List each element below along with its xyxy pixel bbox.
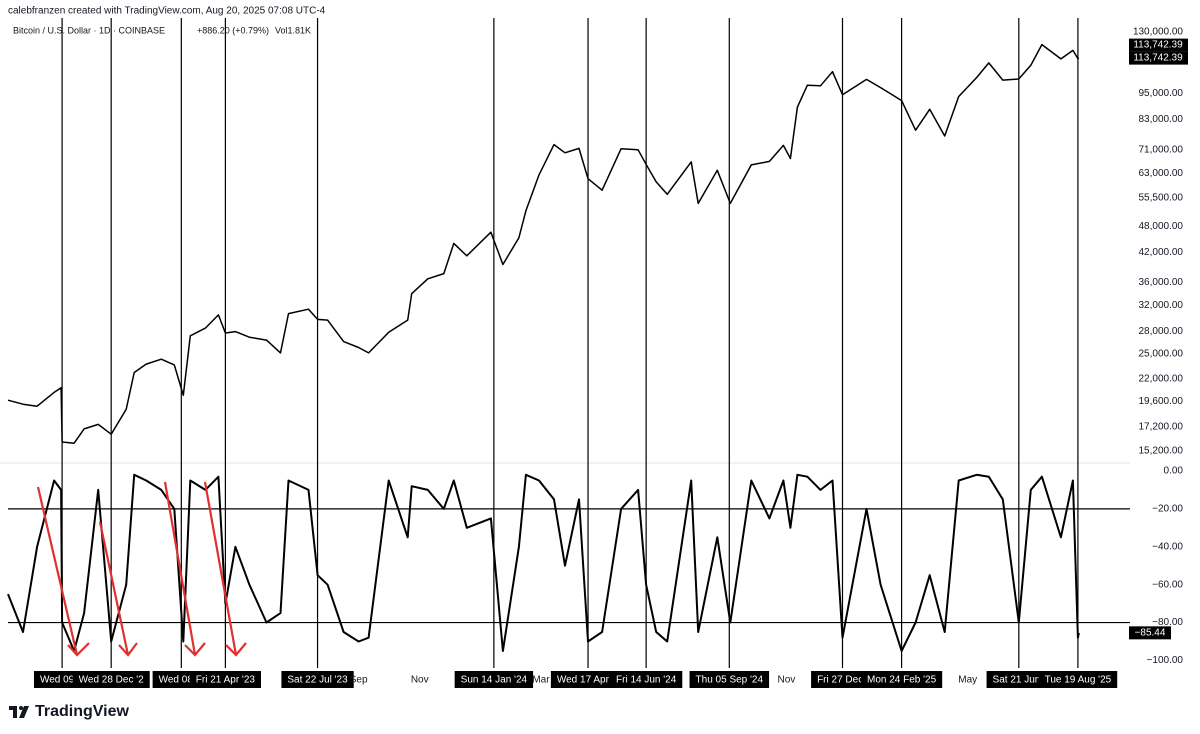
x-tick-label: Wed 17 Apr '2 (557, 675, 620, 686)
x-tick-box (72, 671, 150, 688)
y-tick-label: 42,000.00 (1139, 247, 1184, 258)
x-tick-label: Fri 21 Apr '23 (196, 675, 256, 686)
x-tick-label: Mon 24 Feb '25 (867, 675, 937, 686)
x-tick-label: May (958, 675, 977, 686)
arrow (98, 521, 130, 656)
x-tick-label: Wed 08 M (159, 675, 204, 686)
x-tick-label: Nov (411, 675, 429, 686)
y-tick-label: 32,000.00 (1139, 300, 1184, 311)
y-tick-label: 22,000.00 (1139, 373, 1184, 384)
price-label-box (1129, 38, 1188, 52)
x-tick-label: Sun 14 Jan '24 (461, 675, 528, 686)
y-tick-label: 83,000.00 (1139, 114, 1184, 125)
y-tick-label: 95,000.00 (1139, 88, 1184, 99)
x-tick-label: Fri 14 Jun '24 (616, 675, 677, 686)
x-tick-box (550, 671, 626, 688)
y-tick-label: −80.00 (1152, 617, 1183, 628)
y-tick-label: 28,000.00 (1139, 326, 1184, 337)
arrow-head (225, 642, 247, 657)
y-tick-label: 25,000.00 (1139, 348, 1184, 359)
y-tick-label: −20.00 (1152, 504, 1183, 515)
x-tick-label: Sep (350, 675, 368, 686)
logo-dot (19, 706, 23, 710)
arrow (36, 486, 79, 656)
arrow (203, 481, 238, 656)
y-tick-label: 55,500.00 (1139, 193, 1184, 204)
logo-text: TradingView (35, 703, 130, 720)
x-tick-label: Mar (532, 675, 550, 686)
x-tick-box (610, 671, 683, 688)
x-tick-box (454, 671, 534, 688)
y-tick-label: 130,000.00 (1133, 27, 1183, 38)
arrows (36, 481, 247, 657)
y-tick-label: 19,600.00 (1139, 396, 1184, 407)
value-label: −85.44 (1135, 627, 1166, 638)
logo-icon (9, 706, 29, 718)
y-tick-label: 15,200.00 (1139, 445, 1184, 456)
price-label: 113,742.39 (1133, 40, 1183, 51)
logo: TradingView (9, 703, 130, 720)
x-tick-box (861, 671, 943, 688)
y-tick-label: 63,000.00 (1139, 168, 1184, 179)
y-tick-label: 48,000.00 (1139, 221, 1184, 232)
y-tick-label: 36,000.00 (1139, 277, 1184, 288)
x-tick-label: Thu 05 Sep '24 (696, 675, 764, 686)
price-change: +886.20 (+0.79%) (197, 25, 269, 35)
series-line (7, 473, 1080, 652)
y-tick-label: 0.00 (1164, 466, 1184, 477)
x-tick-box (189, 671, 261, 688)
x-tick-box (811, 671, 874, 688)
x-tick-label: Fri 27 Dec ' (817, 675, 868, 686)
x-tick-box (689, 671, 770, 688)
arrow-head (184, 642, 206, 657)
y-tick-label: 71,000.00 (1139, 145, 1184, 156)
x-tick-label: Tue 19 Aug '25 (1045, 675, 1112, 686)
y-tick-label: −60.00 (1152, 579, 1183, 590)
x-tick-box (986, 671, 1052, 688)
x-tick-box (1038, 671, 1118, 688)
y-tick-label: −100.00 (1147, 655, 1184, 666)
price-label-box (1129, 51, 1188, 65)
price-label: 113,742.39 (1133, 53, 1183, 64)
volume: Vol1.81K (275, 25, 311, 35)
arrow-head (118, 642, 138, 657)
x-tick-box (281, 671, 354, 688)
symbol-title: Bitcoin / U.S. Dollar · 1D · COINBASE (13, 25, 165, 35)
created-by: calebfranzen created with TradingView.co… (8, 6, 326, 17)
arrow-head (67, 642, 90, 657)
series-line (7, 43, 1080, 444)
plot: 130,000.00 95,000.00 83,000.00 71,000.00 63,… (7, 18, 1188, 688)
value-label-box (1129, 626, 1171, 640)
x-tick-label: Wed 09 N (40, 675, 84, 686)
y-tick-label: −40.00 (1152, 541, 1183, 552)
x-tick-label: Sat 22 Jul '23 (287, 675, 348, 686)
arrow (163, 481, 197, 656)
x-tick-label: Nov (777, 675, 795, 686)
x-tick-label: Wed 28 Dec '2 (79, 675, 145, 686)
x-tick-label: Sat 21 Jun ' (993, 675, 1046, 686)
y-tick-label: 17,200.00 (1139, 421, 1184, 432)
